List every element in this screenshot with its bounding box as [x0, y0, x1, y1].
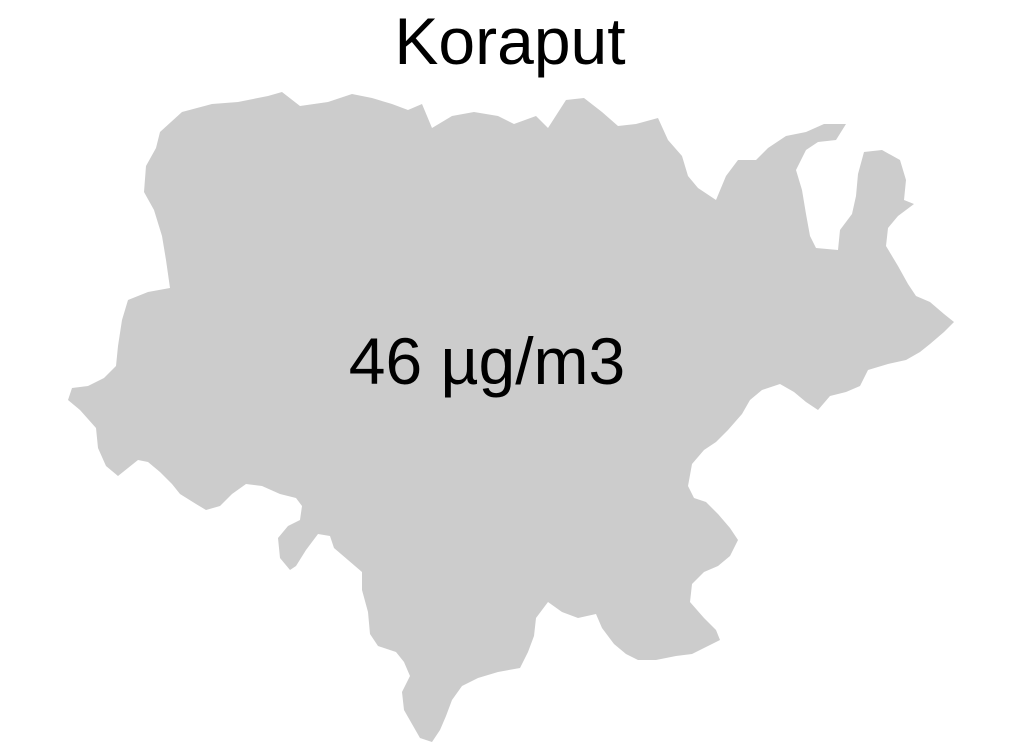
district-title: Koraput [394, 4, 625, 78]
pollution-value-label: 46 µg/m3 [349, 324, 626, 398]
district-region-koraput [68, 92, 954, 742]
